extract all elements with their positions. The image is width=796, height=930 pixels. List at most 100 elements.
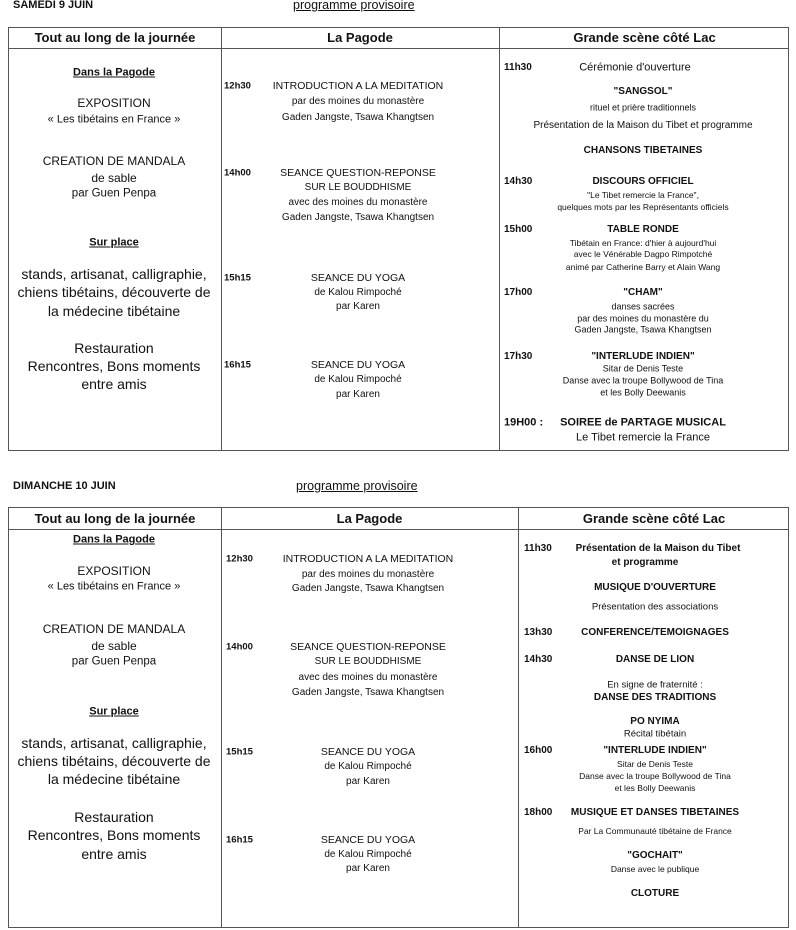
- day-date: SAMEDI 9 JUIN: [13, 0, 94, 11]
- column-header-all-day: Tout au long de la journée: [34, 511, 196, 526]
- pagode-event-line: SEANCE DU YOGA: [320, 833, 416, 846]
- pagode-event-line: INTRODUCTION A LA MEDITATION: [282, 552, 454, 565]
- pagode-time: 16h15: [224, 359, 251, 371]
- stage-time: 14h30: [504, 176, 533, 187]
- stage-time: 17h30: [504, 351, 533, 362]
- pagode-event-line: par des moines du monastère: [291, 96, 425, 107]
- pagode-event-line: Gaden Jangste, Tsawa Khangtsen: [281, 112, 435, 123]
- stage-event-line: par des moines du monastère du: [577, 313, 709, 324]
- all-day-item: CREATION DE MANDALA: [42, 154, 186, 168]
- all-day-item: la médecine tibétaine: [47, 303, 181, 319]
- pagode-event-line: de Kalou Rimpoché: [324, 761, 412, 772]
- stage-event-line: CHANSONS TIBETAINES: [583, 145, 703, 156]
- stage-time: 19H00 :: [504, 416, 544, 429]
- stage-event-line: danses sacrées: [611, 301, 675, 312]
- stage-event-line: "GOCHAIT": [627, 850, 683, 861]
- stage-event-line: Tibétain en France: d'hier à aujourd'hui: [569, 237, 717, 248]
- stage-event-line: SOIREE de PARTAGE MUSICAL: [560, 416, 726, 429]
- pagode-event-line: SEANCE QUESTION-REPONSE: [280, 166, 436, 179]
- all-day-item: Restauration: [74, 340, 154, 356]
- all-day-item: entre amis: [81, 846, 147, 862]
- stage-time: 16h00: [524, 745, 553, 756]
- stage-time: 17h00: [504, 287, 533, 298]
- all-day-item: Sur place: [89, 236, 139, 249]
- programme-subtitle: programme provisoire: [296, 479, 418, 493]
- pagode-event-line: SUR LE BOUDDHISME: [314, 656, 422, 667]
- column-header-lac-stage: Grande scène côté Lac: [573, 30, 716, 45]
- stage-event-line: Présentation des associations: [591, 601, 719, 613]
- stage-event-line: "INTERLUDE INDIEN": [603, 745, 707, 756]
- all-day-item: par Guen Penpa: [71, 187, 157, 200]
- stage-event-line: et programme: [611, 557, 679, 568]
- column-divider: [221, 28, 222, 450]
- stage-time: 15h00: [504, 224, 533, 235]
- pagode-time: 12h30: [226, 553, 253, 565]
- stage-event-line: quelques mots par les Représentants offi…: [557, 201, 729, 212]
- all-day-item: EXPOSITION: [77, 564, 151, 578]
- column-header-lac-stage: Grande scène côté Lac: [582, 511, 726, 526]
- schedule-table: Tout au long de la journée La Pagode Grand…: [8, 27, 789, 451]
- stage-event-line: "Le Tibet remercie la France",: [587, 189, 699, 200]
- stage-event-line: Danse avec la troupe Bollywood de Tina: [562, 375, 724, 386]
- pagode-event-line: de Kalou Rimpoché: [314, 287, 402, 298]
- stage-event-line: et les Bolly Deewanis: [600, 387, 686, 398]
- pagode-event-line: Gaden Jangste, Tsawa Khangtsen: [291, 687, 445, 698]
- column-header-pagode: La Pagode: [336, 511, 403, 526]
- schedule-table: Tout au long de la journée La Pagode Grand…: [8, 507, 789, 928]
- all-day-item: chiens tibétains, découverte de: [17, 284, 211, 300]
- column-header-pagode: La Pagode: [327, 30, 393, 45]
- stage-event-line: Par La Communauté tibétaine de France: [578, 825, 732, 836]
- pagode-event-line: Gaden Jangste, Tsawa Khangtsen: [281, 212, 435, 223]
- stage-event-line: PO NYIMA: [630, 716, 680, 727]
- all-day-item: Rencontres, Bons moments: [27, 358, 201, 374]
- pagode-event-line: de Kalou Rimpoché: [314, 374, 402, 385]
- pagode-event-line: par Karen: [346, 776, 390, 787]
- stage-event-line: Sitar de Denis Teste: [617, 758, 693, 769]
- pagode-time: 14h00: [226, 641, 253, 653]
- column-divider: [221, 508, 222, 927]
- all-day-item: Rencontres, Bons moments: [27, 827, 201, 843]
- pagode-event-line: par Karen: [346, 863, 390, 874]
- pagode-event-line: de Kalou Rimpoché: [324, 849, 412, 860]
- stage-event-line: Le Tibet remercie la France: [576, 431, 710, 444]
- pagode-event-line: SEANCE DU YOGA: [310, 271, 406, 284]
- stage-event-line: avec le Vénérable Dagpo Rimpotché: [573, 248, 713, 259]
- all-day-item: de sable: [91, 171, 137, 185]
- pagode-event-line: INTRODUCTION A LA MEDITATION: [272, 79, 444, 92]
- pagode-event-line: SEANCE QUESTION-REPONSE: [290, 640, 446, 653]
- stage-event-line: TABLE RONDE: [607, 224, 679, 235]
- all-day-item: CREATION DE MANDALA: [42, 622, 186, 636]
- stage-event-line: MUSIQUE ET DANSES TIBETAINES: [570, 807, 740, 818]
- column-divider: [518, 508, 519, 927]
- pagode-event-line: avec des moines du monastère: [298, 672, 438, 683]
- stage-event-line: En signe de fraternité :: [607, 679, 703, 691]
- stage-event-line: CONFERENCE/TEMOIGNAGES: [581, 627, 729, 638]
- stage-time: 18h00: [524, 807, 553, 818]
- stage-event-line: DISCOURS OFFICIEL: [592, 176, 694, 187]
- all-day-item: stands, artisanat, calligraphie,: [21, 266, 207, 282]
- all-day-item: la médecine tibétaine: [47, 771, 181, 787]
- all-day-item: Dans la Pagode: [73, 66, 155, 79]
- pagode-event-line: SUR LE BOUDDHISME: [304, 182, 412, 193]
- all-day-item: entre amis: [81, 376, 147, 392]
- column-divider: [499, 28, 500, 450]
- stage-event-line: MUSIQUE D'OUVERTURE: [594, 582, 716, 593]
- all-day-item: Restauration: [74, 809, 154, 825]
- stage-event-line: "CHAM": [623, 287, 663, 298]
- stage-event-line: Gaden Jangste, Tsawa Khangtsen: [574, 324, 712, 335]
- stage-event-line: Récital tibétain: [623, 728, 687, 740]
- stage-event-line: rituel et prière traditionnels: [589, 102, 697, 113]
- stage-event-line: "SANGSOL": [613, 86, 673, 97]
- pagode-event-line: par des moines du monastère: [301, 569, 435, 580]
- all-day-item: chiens tibétains, découverte de: [17, 753, 211, 769]
- stage-time: 14h30: [524, 654, 553, 665]
- pagode-event-line: SEANCE DU YOGA: [310, 358, 406, 371]
- day-date: DIMANCHE 10 JUIN: [13, 480, 116, 492]
- stage-event-line: Présentation de la Maison du Tibet: [575, 543, 741, 554]
- header-row: [9, 28, 788, 49]
- all-day-item: stands, artisanat, calligraphie,: [21, 735, 207, 751]
- pagode-event-line: Gaden Jangste, Tsawa Khangtsen: [291, 583, 445, 594]
- stage-time: 11h30: [504, 62, 532, 73]
- stage-event-line: DANSE DES TRADITIONS: [593, 692, 717, 703]
- stage-time: 11h30: [524, 543, 552, 554]
